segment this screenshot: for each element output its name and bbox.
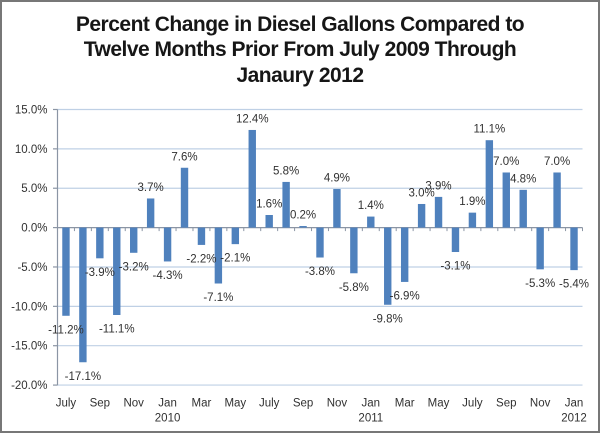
svg-text:3.7%: 3.7% bbox=[138, 182, 164, 194]
svg-text:12.4%: 12.4% bbox=[236, 113, 269, 125]
svg-text:1.4%: 1.4% bbox=[358, 200, 384, 212]
svg-text:-11.2%: -11.2% bbox=[48, 324, 84, 336]
svg-text:-11.1%: -11.1% bbox=[99, 324, 135, 336]
svg-text:7.0%: 7.0% bbox=[544, 156, 570, 168]
svg-text:2011: 2011 bbox=[358, 413, 383, 425]
svg-text:-20.0%: -20.0% bbox=[11, 380, 47, 392]
svg-text:May: May bbox=[428, 398, 450, 410]
svg-text:-6.9%: -6.9% bbox=[390, 290, 420, 302]
svg-text:15.0%: 15.0% bbox=[15, 104, 48, 116]
svg-text:1.9%: 1.9% bbox=[459, 196, 485, 208]
svg-text:Mar: Mar bbox=[395, 398, 415, 410]
svg-text:-15.0%: -15.0% bbox=[11, 341, 47, 353]
svg-text:-7.1%: -7.1% bbox=[203, 292, 233, 304]
svg-text:2010: 2010 bbox=[155, 413, 181, 425]
svg-text:Nov: Nov bbox=[530, 398, 551, 410]
svg-text:July: July bbox=[56, 398, 77, 410]
svg-text:0.2%: 0.2% bbox=[290, 210, 316, 222]
svg-text:-10.0%: -10.0% bbox=[11, 301, 47, 313]
svg-text:-5.3%: -5.3% bbox=[525, 278, 555, 290]
svg-text:Jan: Jan bbox=[362, 398, 381, 410]
svg-text:5.0%: 5.0% bbox=[21, 183, 47, 195]
svg-text:4.9%: 4.9% bbox=[324, 173, 350, 185]
svg-text:-4.3%: -4.3% bbox=[153, 270, 183, 282]
svg-text:July: July bbox=[259, 398, 280, 410]
svg-text:Jan: Jan bbox=[158, 398, 177, 410]
svg-text:-17.1%: -17.1% bbox=[65, 371, 101, 383]
svg-text:10.0%: 10.0% bbox=[15, 144, 48, 156]
svg-text:0.0%: 0.0% bbox=[21, 223, 47, 235]
svg-text:3.9%: 3.9% bbox=[425, 180, 451, 192]
svg-text:Mar: Mar bbox=[192, 398, 212, 410]
svg-text:Jan: Jan bbox=[565, 398, 584, 410]
svg-text:July: July bbox=[462, 398, 483, 410]
svg-text:-5.8%: -5.8% bbox=[339, 282, 369, 294]
svg-text:-2.2%: -2.2% bbox=[186, 253, 216, 265]
svg-text:May: May bbox=[224, 398, 246, 410]
svg-text:3.0%: 3.0% bbox=[408, 187, 434, 199]
svg-text:2012: 2012 bbox=[561, 413, 587, 425]
svg-text:-3.2%: -3.2% bbox=[119, 261, 149, 273]
svg-text:-3.1%: -3.1% bbox=[440, 261, 470, 273]
svg-text:Nov: Nov bbox=[123, 398, 144, 410]
svg-text:7.6%: 7.6% bbox=[171, 151, 197, 163]
svg-text:5.8%: 5.8% bbox=[273, 165, 299, 177]
svg-text:4.8%: 4.8% bbox=[510, 173, 536, 185]
svg-text:-9.8%: -9.8% bbox=[373, 313, 403, 325]
svg-text:Sep: Sep bbox=[90, 398, 110, 410]
svg-text:11.1%: 11.1% bbox=[473, 124, 505, 136]
svg-text:7.0%: 7.0% bbox=[493, 156, 519, 168]
svg-text:-3.8%: -3.8% bbox=[305, 266, 335, 278]
svg-text:-5.4%: -5.4% bbox=[559, 279, 589, 291]
svg-text:1.6%: 1.6% bbox=[256, 199, 282, 211]
svg-text:-5.0%: -5.0% bbox=[17, 262, 47, 274]
svg-text:-3.9%: -3.9% bbox=[85, 267, 115, 279]
svg-text:Nov: Nov bbox=[327, 398, 348, 410]
svg-text:Sep: Sep bbox=[293, 398, 313, 410]
svg-text:-2.1%: -2.1% bbox=[220, 253, 250, 265]
svg-text:Sep: Sep bbox=[496, 398, 516, 410]
